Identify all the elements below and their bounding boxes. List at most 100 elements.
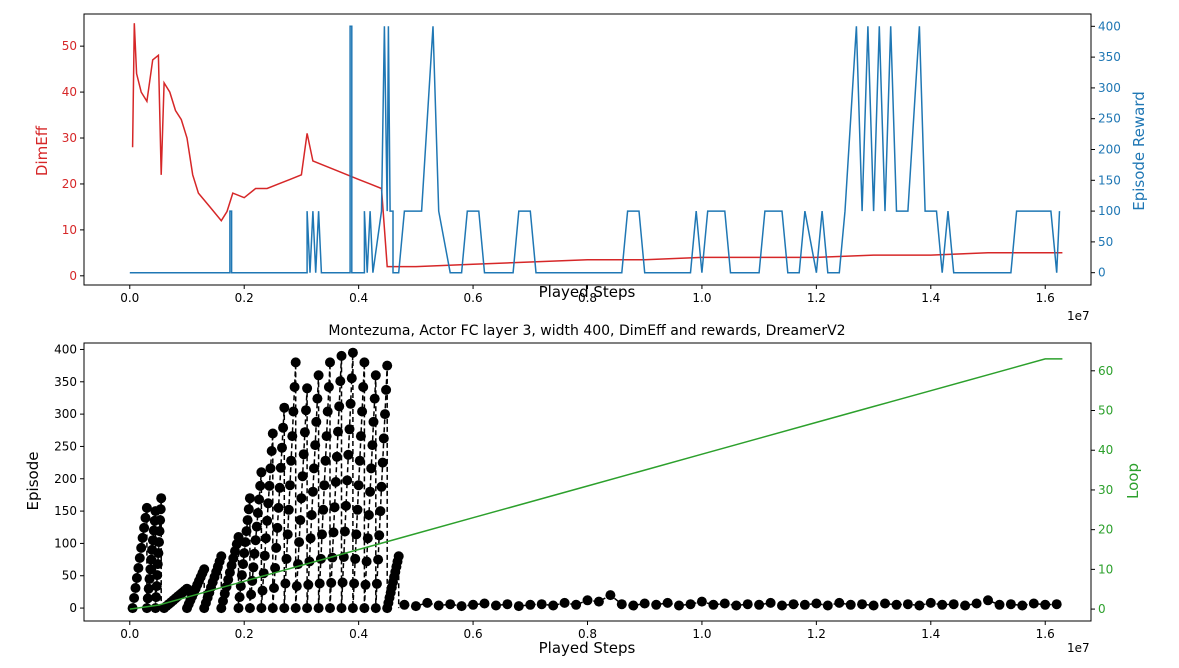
- episode-marker: [255, 480, 266, 491]
- episode-marker: [285, 480, 295, 491]
- episode-marker: [349, 578, 360, 589]
- episode-marker: [368, 416, 379, 427]
- episode-marker: [382, 360, 393, 371]
- episode-marker: [297, 471, 308, 482]
- episode-marker: [299, 427, 310, 438]
- episode-marker: [343, 449, 354, 460]
- left-tick-label: 50: [62, 569, 77, 583]
- top-left-ticks: 0 10 20 30 40 50: [62, 39, 84, 283]
- episode-marker: [151, 592, 162, 603]
- episode-marker: [265, 463, 276, 474]
- episode-marker: [280, 578, 291, 589]
- episode-marker: [290, 357, 301, 368]
- x-tick-label: 1.4: [921, 291, 940, 305]
- episode-marker: [651, 599, 662, 610]
- episode-marker: [366, 463, 377, 474]
- episode-marker: [277, 442, 287, 453]
- episode-marker: [328, 527, 339, 538]
- x-tick-label: 0.8: [578, 291, 597, 305]
- episode-marker: [377, 457, 388, 468]
- episode-marker: [696, 596, 707, 607]
- episode-marker: [1040, 599, 1051, 610]
- episode-marker: [422, 597, 433, 608]
- left-tick-label: 250: [54, 439, 77, 453]
- right-tick-label: 0: [1098, 602, 1106, 616]
- episode-marker: [131, 573, 142, 583]
- episode-marker: [141, 603, 152, 614]
- episode-marker: [136, 542, 147, 553]
- episode-marker: [152, 559, 163, 570]
- bottom-series: [127, 347, 1063, 614]
- episode-marker: [334, 401, 345, 412]
- episode-marker: [354, 455, 365, 466]
- episode-marker: [685, 599, 696, 610]
- series-line-episode-reward: [129, 25, 1061, 274]
- top-x-offset: 1e7: [1067, 309, 1090, 323]
- episode-marker: [154, 526, 165, 537]
- x-tick-label: 1.2: [807, 291, 826, 305]
- episode-marker: [357, 406, 368, 417]
- episode-marker: [582, 595, 593, 606]
- episode-marker: [260, 533, 271, 544]
- episode-marker: [259, 550, 270, 561]
- episode-marker: [994, 599, 1005, 610]
- episode-marker: [309, 463, 319, 474]
- series-line-episode: [131, 352, 400, 609]
- episode-marker: [267, 603, 278, 614]
- episode-marker: [240, 537, 251, 548]
- bottom-x-ticks: 0.0 0.2 0.4 0.6 0.8 1.0 1.2 1.4 1.6: [120, 621, 1055, 641]
- left-tick-label: 150: [54, 504, 77, 518]
- episode-marker: [241, 526, 252, 537]
- episode-marker: [1017, 600, 1028, 611]
- episode-marker: [788, 599, 799, 610]
- x-tick-label: 0.0: [120, 627, 139, 641]
- episode-marker: [140, 512, 151, 523]
- episode-marker: [393, 551, 404, 562]
- episode-marker: [925, 597, 936, 608]
- bottom-left-ticks: 0 50 100 150 200 250 300 350 400: [54, 342, 84, 615]
- episode-marker: [302, 383, 313, 394]
- series-line-dimeff: [131, 23, 1063, 268]
- left-tick-label: 200: [54, 472, 77, 486]
- episode-marker: [303, 579, 314, 590]
- episode-marker: [151, 581, 162, 592]
- episode-marker: [273, 502, 284, 513]
- episode-marker: [256, 603, 267, 614]
- episode-marker: [662, 597, 673, 608]
- left-tick-label: 40: [62, 85, 77, 99]
- episode-marker: [370, 370, 381, 381]
- episode-marker: [291, 581, 302, 592]
- episode-marker: [367, 440, 378, 451]
- episode-marker: [238, 559, 249, 570]
- episode-marker: [155, 504, 166, 515]
- episode-marker: [445, 599, 456, 610]
- episode-marker: [337, 577, 348, 588]
- episode-marker: [252, 508, 263, 518]
- episode-marker: [301, 405, 311, 416]
- episode-marker: [295, 515, 306, 526]
- episode-marker: [363, 510, 374, 520]
- episode-marker: [399, 599, 410, 610]
- episode-marker: [370, 603, 381, 614]
- episode-marker: [353, 480, 364, 491]
- episode-marker: [708, 599, 719, 610]
- episode-marker: [433, 600, 444, 611]
- right-tick-label: 40: [1098, 443, 1113, 457]
- bottom-title: Montezuma, Actor FC layer 3, width 400, …: [328, 323, 845, 339]
- episode-marker: [339, 526, 350, 537]
- episode-marker: [270, 563, 281, 573]
- episode-marker: [287, 431, 298, 442]
- episode-marker: [155, 515, 166, 526]
- episode-marker: [347, 347, 358, 358]
- series-line-episode-tail: [404, 594, 1057, 607]
- episode-marker: [317, 529, 327, 540]
- x-tick-label: 1.0: [692, 627, 711, 641]
- episode-marker: [249, 548, 260, 559]
- top-right-ticks: 0 50 100 150 200 250 300 350 400: [1091, 19, 1121, 280]
- episode-marker: [279, 402, 290, 413]
- x-tick-label: 1.6: [1036, 627, 1055, 641]
- episode-marker: [351, 529, 362, 540]
- x-tick-label: 0.8: [578, 627, 597, 641]
- episode-marker: [376, 481, 387, 492]
- episode-marker: [345, 398, 356, 409]
